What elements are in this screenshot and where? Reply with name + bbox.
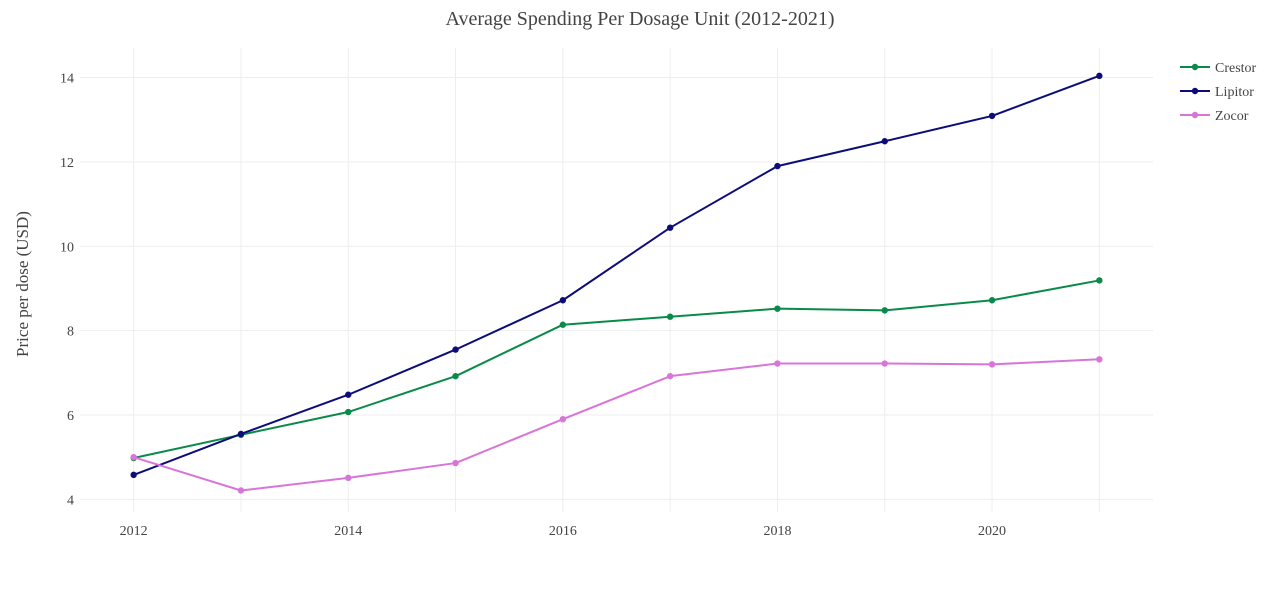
data-point-zocor (774, 360, 781, 367)
data-point-crestor (988, 297, 996, 304)
legend-label: Lipitor (1215, 85, 1254, 100)
data-point-crestor (666, 313, 674, 320)
series-line-lipitor (133, 74, 1100, 476)
plot-area (130, 72, 1103, 494)
x-tick-label: 2016 (549, 524, 577, 539)
data-point-lipitor (774, 162, 781, 170)
y-tick-label: 10 (60, 240, 74, 255)
series-line-zocor (133, 358, 1100, 492)
x-tick-label: 2014 (334, 524, 362, 539)
data-point-crestor (345, 408, 352, 416)
x-tick-label: 2012 (120, 524, 148, 539)
grid (80, 48, 1153, 512)
legend[interactable]: Crestor Lipitor Zocor (1180, 61, 1257, 124)
x-tick-label: 2018 (763, 524, 791, 539)
y-axis-title: Price per dose (USD) (13, 211, 32, 357)
data-point-crestor (881, 307, 888, 314)
axis-ticks: 2012 2014 2016 2018 2020 4 6 8 10 12 14 (60, 72, 1006, 539)
legend-swatch-marker (1191, 63, 1199, 71)
data-point-lipitor (452, 346, 459, 353)
y-tick-label: 14 (60, 72, 74, 87)
data-point-zocor (237, 487, 245, 494)
legend-swatch-marker (1191, 87, 1199, 95)
data-point-zocor (559, 416, 567, 423)
data-point-crestor (774, 305, 781, 312)
legend-label: Zocor (1215, 109, 1249, 124)
data-point-zocor (1096, 356, 1103, 363)
data-point-zocor (452, 459, 459, 467)
y-tick-label: 4 (67, 493, 74, 508)
legend-item-lipitor[interactable]: Lipitor (1180, 85, 1254, 100)
data-point-lipitor (130, 471, 137, 479)
data-point-lipitor (559, 297, 567, 304)
data-point-lipitor (988, 112, 996, 120)
data-point-lipitor (666, 224, 674, 231)
series-line-crestor (133, 279, 1100, 459)
legend-item-crestor[interactable]: Crestor (1180, 61, 1257, 76)
legend-item-zocor[interactable]: Zocor (1180, 109, 1249, 124)
legend-swatch-marker (1191, 111, 1199, 119)
data-point-lipitor (1096, 72, 1103, 80)
data-point-crestor (559, 321, 567, 328)
data-point-zocor (881, 360, 888, 367)
data-point-crestor (452, 372, 459, 380)
data-point-zocor (345, 474, 352, 482)
y-tick-label: 8 (67, 325, 74, 340)
data-point-zocor (130, 453, 137, 461)
data-point-zocor (988, 361, 996, 368)
chart-title: Average Spending Per Dosage Unit (2012-2… (446, 8, 835, 30)
data-point-crestor (1096, 277, 1103, 284)
y-tick-label: 6 (67, 409, 74, 424)
x-tick-label: 2020 (978, 524, 1006, 539)
data-point-lipitor (881, 138, 888, 145)
data-point-zocor (666, 372, 674, 380)
data-point-lipitor (345, 391, 352, 398)
legend-label: Crestor (1215, 61, 1257, 76)
data-point-lipitor (237, 430, 245, 438)
y-tick-label: 12 (60, 156, 74, 171)
